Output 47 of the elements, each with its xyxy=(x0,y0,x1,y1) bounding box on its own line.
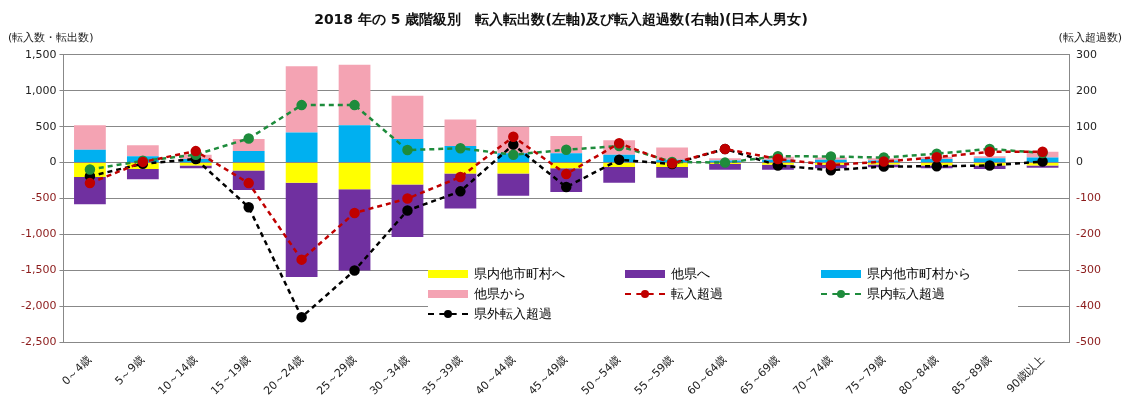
y-tick-label: -2,000 xyxy=(20,299,57,313)
y-tick-label: -1,000 xyxy=(20,227,57,241)
y-tick-label: -500 xyxy=(31,191,57,205)
y-tick-label: 0 xyxy=(49,155,57,169)
legend-label: 県外転入超過 xyxy=(474,305,552,323)
legend-label: 県内転入超過 xyxy=(867,285,946,303)
x-tick-label: 0～4歳 xyxy=(59,352,95,388)
y2-tick-label: -500 xyxy=(1076,335,1101,349)
x-tick-label: 5～9歳 xyxy=(112,352,147,388)
y2-tick-label: -400 xyxy=(1076,299,1101,313)
y2-tick-label: -300 xyxy=(1076,263,1101,277)
x-tick-label: 80～84歳 xyxy=(896,352,941,398)
legend-label: 転入超過 xyxy=(670,285,723,303)
y-tick-label: 500 xyxy=(35,119,57,133)
x-tick-label: 50～54歳 xyxy=(578,352,624,398)
x-tick-label: 40～44歳 xyxy=(472,352,518,398)
x-tick-label: 70～74歳 xyxy=(790,352,836,398)
y2-axis-title: (転入超過数) xyxy=(1058,30,1122,45)
legend-label: 県内他市町村から xyxy=(867,265,972,283)
x-tick-label: 25～29歳 xyxy=(314,352,359,398)
y2-tick-label: -200 xyxy=(1076,227,1101,241)
y-tick-label: 1,000 xyxy=(24,83,57,97)
x-tick-label: 20～24歳 xyxy=(261,352,306,398)
legend-label: 他県へ xyxy=(670,265,710,283)
x-tick-label: 90歳以上 xyxy=(1004,352,1047,396)
x-tick-label: 10～14歳 xyxy=(155,352,200,398)
x-tick-label: 60～64歳 xyxy=(684,352,730,398)
y2-tick-label: 200 xyxy=(1076,83,1098,97)
legend-label: 他県から xyxy=(474,285,526,303)
x-tick-label: 65～69歳 xyxy=(737,352,783,398)
legend-label: 県内他市町村へ xyxy=(474,265,565,283)
chart-title: 2018 年の 5 歳階級別 転入転出数(左軸)及び転入超過数(右軸)(日本人男女) xyxy=(314,11,808,28)
x-tick-label: 55～59歳 xyxy=(631,352,677,398)
x-tick-label: 15～19歳 xyxy=(208,352,253,398)
x-tick-label: 35～39歳 xyxy=(419,352,465,398)
y2-tick-label: 0 xyxy=(1076,155,1084,169)
x-tick-label: 45～49歳 xyxy=(525,352,571,398)
x-tick-label: 85～89歳 xyxy=(949,352,994,398)
x-tick-label: 30～34歳 xyxy=(367,352,412,398)
y2-tick-label: 100 xyxy=(1076,119,1098,133)
y-tick-label: -2,500 xyxy=(20,335,57,349)
y-tick-label: -1,500 xyxy=(20,263,57,277)
y2-tick-label: -100 xyxy=(1076,191,1101,205)
y2-tick-label: 300 xyxy=(1076,47,1098,61)
x-tick-label: 75～79歳 xyxy=(843,352,888,398)
y-tick-label: 1,500 xyxy=(24,47,57,61)
y-axis-title: (転入数・転出数) xyxy=(8,30,94,45)
